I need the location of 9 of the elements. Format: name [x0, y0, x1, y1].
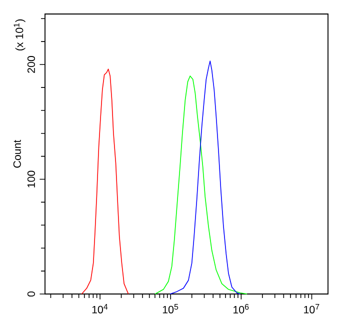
x-tick-label: 10$^{4}$	[92, 304, 108, 314]
x-tick-label: 10$^{7}$	[304, 304, 320, 314]
y-axis-title: Count	[13, 140, 21, 168]
y-tick-label: 200	[27, 56, 35, 73]
y-tick-label: 100	[27, 170, 35, 188]
y-tick-label: 0	[27, 291, 35, 297]
x-tick-label: 10$^{6}$	[234, 304, 249, 314]
x-tick-label: 10$^{5}$	[162, 304, 178, 314]
text: (x 10$^{1}$)	[14, 19, 26, 50]
